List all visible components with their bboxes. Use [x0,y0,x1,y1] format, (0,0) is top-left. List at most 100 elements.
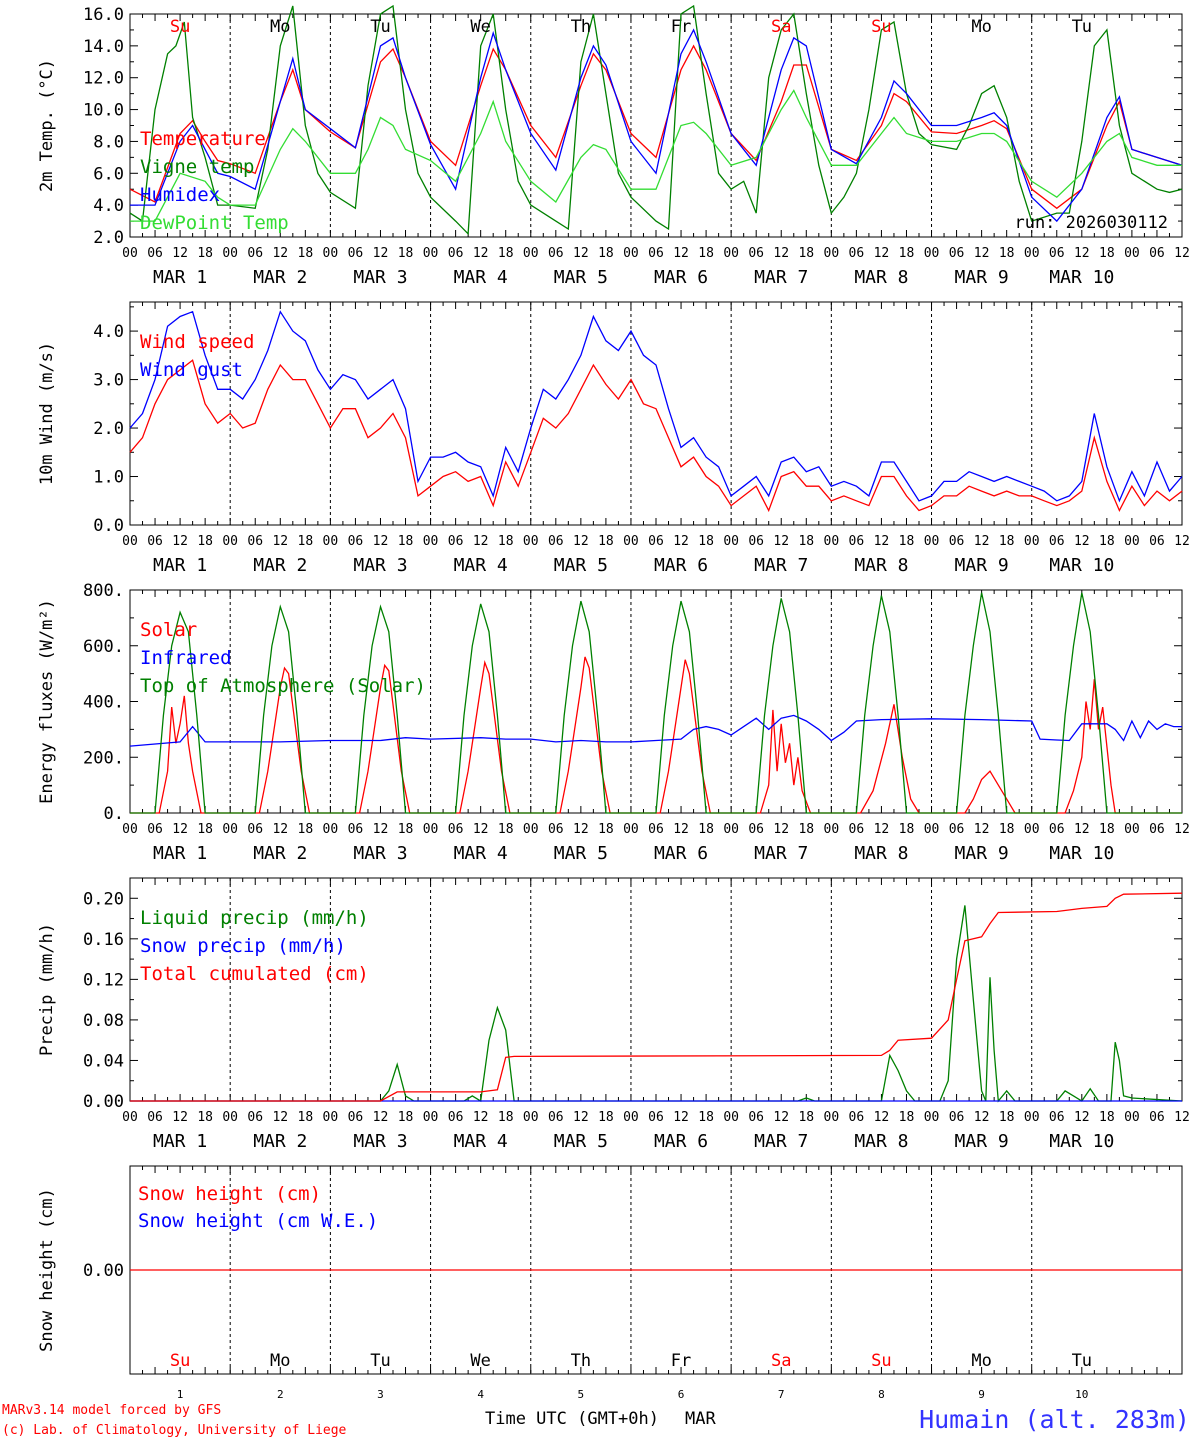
hour-tick-label: 00 [1124,1110,1140,1125]
hour-tick-label: 00 [623,534,639,549]
hour-tick-label: 12 [874,822,890,837]
y-tick-label: 4.0 [93,322,124,342]
hour-tick-label: 12 [172,534,188,549]
hour-tick-label: 06 [748,246,764,261]
hour-tick-label: 18 [698,1110,714,1125]
hour-tick-label: 18 [197,1110,213,1125]
y-tick-label: 3.0 [93,371,124,391]
day-name-label: Su [170,17,190,37]
chart-panel-precip: 0.00 0.04 0.08 0.12 0.16 0.20 Precip (mm/h) Liq… [37,877,1190,1152]
hour-tick-label: 00 [523,1110,539,1125]
hour-tick-label: 18 [899,822,915,837]
hour-tick-label: 12 [573,246,589,261]
hour-tick-label: 18 [598,246,614,261]
hour-tick-label: 00 [1124,534,1140,549]
date-label: MAR 3 [353,1131,407,1152]
y-tick-label: 4.0 [93,196,124,216]
day-name-label: Mo [971,1351,991,1371]
hour-tick-label: 06 [348,246,364,261]
day-name-label: Mo [270,17,290,37]
legend-entry: Top of Atmosphere (Solar) [140,675,426,697]
hour-tick-label: 06 [247,1110,263,1125]
y-tick-label: 0.16 [83,930,124,950]
hour-tick-label: 00 [222,534,238,549]
legend-entry: Infrared [140,647,232,669]
hour-tick-label: 06 [1049,246,1065,261]
y-tick-label: 14.0 [83,37,124,57]
y-axis-title: Precip (mm/h) [37,923,57,1056]
date-label: MAR 3 [353,555,407,576]
series-line-wind-speed [129,359,1183,513]
date-label: MAR 7 [754,1131,808,1152]
hour-tick-label: 12 [573,822,589,837]
date-label: MAR 4 [454,267,508,288]
date-label: MAR 4 [454,555,508,576]
hour-tick-label: 12 [473,822,489,837]
hour-tick-label: 12 [874,246,890,261]
date-label: MAR 2 [253,1131,307,1152]
hour-tick-label: 12 [573,534,589,549]
hour-tick-label: 00 [323,822,339,837]
hour-tick-label: 12 [1174,1110,1190,1125]
hour-tick-label: 18 [598,1110,614,1125]
hour-tick-label: 12 [1074,822,1090,837]
day-number-label: 1 [177,1388,184,1401]
day-number-label: 4 [477,1388,484,1401]
hour-tick-label: 18 [598,534,614,549]
hour-tick-label: 00 [1024,534,1040,549]
hour-tick-label: 00 [623,246,639,261]
hour-tick-label: 00 [423,1110,439,1125]
hour-tick-label: 06 [448,246,464,261]
y-tick-label: 8.0 [93,132,124,152]
hour-tick-label: 12 [974,822,990,837]
hour-tick-label: 00 [1124,246,1140,261]
y-axis-title: Energy fluxes (W/m²) [37,599,57,804]
hour-tick-label: 18 [298,1110,314,1125]
y-tick-label: 10.0 [83,101,124,121]
legend-entry: Humidex [140,184,220,206]
hour-tick-label: 00 [122,822,138,837]
hour-tick-label: 06 [648,822,664,837]
hour-tick-label: 00 [824,1110,840,1125]
hour-tick-label: 12 [473,246,489,261]
y-tick-label: 12.0 [83,69,124,89]
date-label: MAR 7 [754,843,808,864]
date-label: MAR 4 [454,843,508,864]
date-label: MAR 5 [554,843,608,864]
month-label: MAR [685,1409,716,1429]
hour-tick-label: 18 [999,534,1015,549]
hour-tick-label: 06 [147,822,163,837]
hour-tick-label: 00 [323,246,339,261]
hour-tick-label: 00 [1024,1110,1040,1125]
hour-tick-label: 12 [673,534,689,549]
hour-tick-label: 18 [1099,1110,1115,1125]
hour-tick-label: 12 [373,246,389,261]
hour-tick-label: 18 [398,1110,414,1125]
hour-tick-label: 00 [924,534,940,549]
hour-tick-label: 06 [147,534,163,549]
y-tick-label: 16.0 [83,5,124,25]
hour-tick-label: 06 [247,822,263,837]
y-tick-label: 6.0 [93,164,124,184]
legend-entry: Snow precip (mm/h) [140,935,346,957]
date-label: MAR 6 [654,267,708,288]
date-label: MAR 9 [955,555,1009,576]
y-axis-title: Snow height (cm) [37,1188,57,1352]
hour-tick-label: 18 [899,1110,915,1125]
series-line-temperature [129,44,1183,210]
hour-tick-label: 06 [1049,1110,1065,1125]
hour-tick-label: 00 [723,246,739,261]
chart-panel-temp: 2.0 4.0 6.0 8.0 10.0 12.0 14.0 16.0 2m Temp. (°C… [37,4,1190,288]
hour-tick-label: 18 [1099,246,1115,261]
date-label: MAR 5 [554,1131,608,1152]
hour-tick-label: 06 [849,246,865,261]
hour-tick-label: 06 [1049,534,1065,549]
hour-tick-label: 06 [849,822,865,837]
day-number-label: 5 [578,1388,585,1401]
date-label: MAR 1 [153,267,207,288]
day-number-label: 10 [1075,1388,1088,1401]
hour-tick-label: 12 [773,822,789,837]
hour-tick-label: 12 [974,246,990,261]
date-label: MAR 8 [854,267,908,288]
date-label: MAR 8 [854,1131,908,1152]
